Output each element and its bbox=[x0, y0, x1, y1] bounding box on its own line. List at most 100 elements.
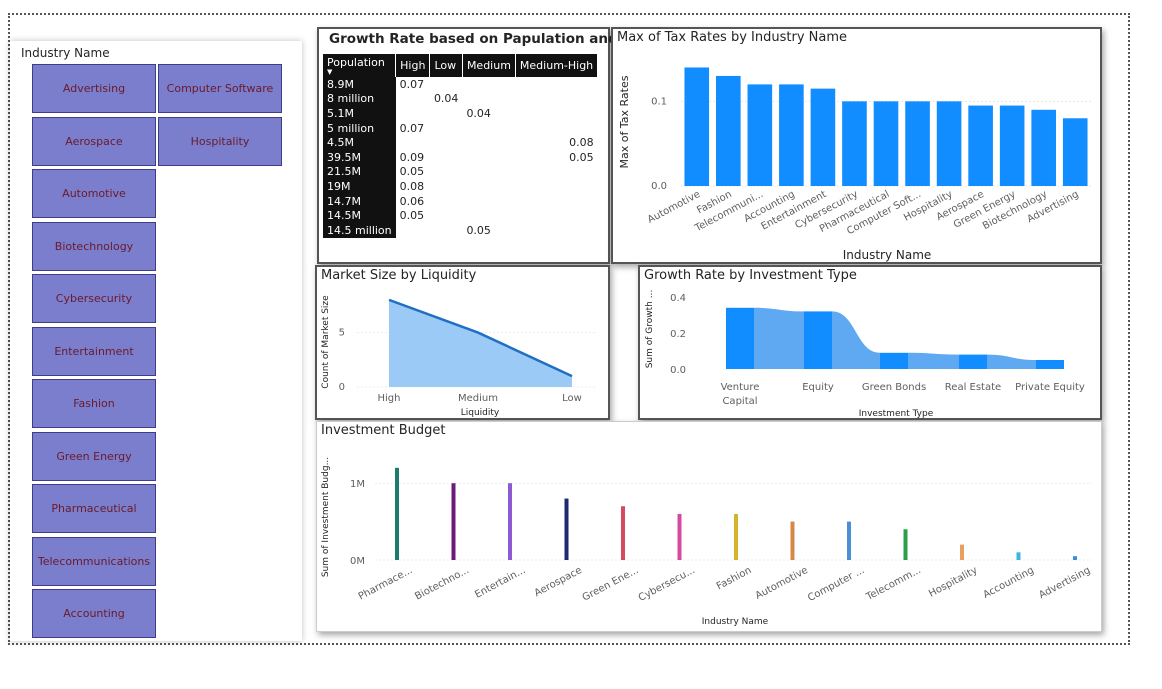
matrix-title: Growth Rate based on Papulation and risk bbox=[329, 31, 651, 47]
y-tick-label: 0.0 bbox=[651, 181, 667, 192]
bar bbox=[790, 521, 795, 560]
slicer-item-telecommunications[interactable]: Telecommunications bbox=[32, 536, 156, 586]
matrix-row: 8 million 0.04 bbox=[323, 91, 598, 107]
matrix-row-header: 39.5M bbox=[323, 149, 396, 165]
x-tick-label: Low bbox=[562, 393, 582, 404]
matrix-cell: 0.07 bbox=[399, 77, 425, 91]
bar bbox=[621, 506, 625, 560]
slicer-item-hospitality[interactable]: Hospitality bbox=[158, 116, 282, 166]
matrix-row-header: 14.7M bbox=[323, 193, 396, 209]
matrix-row-header: 14.5 million bbox=[323, 222, 396, 238]
slicer-item-automotive[interactable]: Automotive bbox=[32, 169, 156, 218]
x-tick-label: Private Equity bbox=[1015, 382, 1085, 393]
slicer-item-biotechnology[interactable]: Biotechnology bbox=[32, 221, 156, 271]
matrix-header-low[interactable]: Low bbox=[429, 54, 463, 77]
tax-chart-plot: 0.00.1AutomotiveFashionTelecommuni...Acc… bbox=[618, 67, 1091, 262]
bar bbox=[1016, 552, 1021, 560]
bar bbox=[1073, 556, 1077, 560]
growth-rate-matrix[interactable]: Growth Rate based on Papulation and risk… bbox=[317, 27, 651, 264]
y-axis-title: Sum of Investment Budg... bbox=[321, 457, 331, 577]
matrix-cell bbox=[515, 179, 597, 194]
matrix-cell bbox=[515, 92, 597, 107]
bar bbox=[1062, 118, 1088, 186]
bar bbox=[905, 101, 930, 186]
x-tick-label: Fashion bbox=[715, 565, 753, 592]
matrix-header-medium-high[interactable]: Medium-High bbox=[515, 54, 599, 77]
y-tick-label: 0M bbox=[350, 556, 365, 567]
matrix-cell bbox=[515, 106, 597, 121]
x-tick-label: Entertain... bbox=[473, 565, 527, 601]
slicer-item-computer-software[interactable]: Computer Software bbox=[158, 64, 282, 113]
bar bbox=[903, 529, 908, 560]
matrix-row: 14.5 million 0.05 bbox=[323, 222, 598, 238]
investment-budget-chart[interactable]: Investment Budget 1M 0M Pharmace... Biotech… bbox=[316, 421, 1102, 632]
x-tick-label: Computer ... bbox=[806, 565, 866, 604]
matrix-cell bbox=[430, 150, 463, 165]
slicer-item-aerospace[interactable]: Aerospace bbox=[32, 116, 156, 166]
y-tick-label: 0.4 bbox=[670, 293, 686, 304]
bar bbox=[999, 105, 1025, 186]
x-tick-label: Pharmace... bbox=[357, 565, 415, 603]
ribbon-connector bbox=[754, 307, 804, 369]
y-axis-title: Count of Market Size bbox=[321, 295, 331, 389]
ribbon-connector bbox=[832, 311, 880, 369]
matrix-cell bbox=[462, 77, 515, 92]
matrix-cell: 0.05 bbox=[569, 150, 594, 164]
matrix-cell bbox=[430, 121, 463, 136]
slicer-item-advertising[interactable]: Advertising bbox=[32, 64, 156, 113]
matrix-row-header: 4.5M bbox=[323, 135, 396, 150]
matrix-cell bbox=[515, 194, 597, 209]
investment-type-chart[interactable]: Growth Rate by Investment Type 0.0 0.2 0.4… bbox=[638, 265, 1102, 420]
x-tick-label: Telecomm... bbox=[864, 565, 923, 603]
x-axis-title: Liquidity bbox=[461, 408, 500, 418]
slicer-title: Industry Name bbox=[21, 46, 110, 60]
matrix-cell bbox=[462, 208, 515, 223]
matrix-cell: 0.05 bbox=[466, 223, 491, 237]
x-tick-label: Green Bonds bbox=[862, 382, 926, 393]
x-tick-label: Venture bbox=[721, 382, 760, 393]
matrix-cell bbox=[430, 77, 463, 92]
market-size-chart[interactable]: Market Size by Liquidity 0 5 High Medium Low… bbox=[315, 265, 610, 420]
x-tick-label: Cybersecu... bbox=[637, 565, 697, 604]
matrix-header-population[interactable]: Population ▼ bbox=[323, 54, 397, 77]
slicer-item-cybersecurity[interactable]: Cybersecurity bbox=[32, 274, 156, 323]
sort-down-icon[interactable]: ▼ bbox=[327, 68, 333, 76]
matrix-cell bbox=[515, 121, 597, 136]
matrix-cell bbox=[462, 92, 515, 107]
matrix-row-header: 19M bbox=[323, 179, 396, 194]
y-tick-label: 5 bbox=[339, 328, 345, 339]
market-chart-plot: 0 5 High Medium Low Liquidity Count of Market … bbox=[321, 295, 597, 418]
bar bbox=[873, 101, 899, 186]
slicer-item-fashion[interactable]: Fashion bbox=[32, 379, 156, 428]
matrix-cell bbox=[430, 223, 463, 238]
matrix-cell bbox=[462, 194, 515, 209]
matrix-cell bbox=[515, 208, 597, 223]
x-axis-title: Investment Type bbox=[859, 409, 934, 418]
matrix-cell bbox=[396, 135, 430, 150]
tax-rates-chart[interactable]: Max of Tax Rates by Industry Name 0.0 0.1… bbox=[611, 27, 1102, 264]
bar bbox=[747, 84, 773, 186]
slicer-item-pharmaceutical[interactable]: Pharmaceutical bbox=[32, 484, 156, 533]
matrix-row-header: 8 million bbox=[323, 91, 396, 107]
matrix-cell bbox=[396, 106, 430, 121]
matrix-row: 5.1M 0.04 bbox=[323, 106, 598, 121]
slicer-item-accounting[interactable]: Accounting bbox=[32, 589, 156, 638]
slicer-item-entertainment[interactable]: Entertainment bbox=[32, 326, 156, 376]
x-axis-title: Industry Name bbox=[702, 617, 769, 627]
matrix-table: Population ▼ High Low Medium Medium-High 8.9M… bbox=[323, 54, 599, 238]
matrix-header-high[interactable]: High bbox=[395, 54, 431, 77]
matrix-header-medium[interactable]: Medium bbox=[462, 54, 516, 77]
slicer-item-green-energy[interactable]: Green Energy bbox=[32, 431, 156, 481]
y-tick-label: 0 bbox=[339, 382, 345, 393]
bar bbox=[847, 521, 851, 560]
matrix-row-header: 8.9M bbox=[323, 77, 396, 92]
matrix-row: 19M 0.08 bbox=[323, 179, 598, 194]
matrix-cell: 0.09 bbox=[399, 150, 425, 164]
matrix-cell bbox=[430, 179, 463, 194]
bar bbox=[960, 544, 964, 560]
matrix-row: 39.5M 0.09 0.05 bbox=[323, 149, 598, 165]
x-tick-label: Accounting bbox=[981, 565, 1035, 601]
matrix-row-header: 21.5M bbox=[323, 164, 396, 180]
bar bbox=[684, 67, 710, 186]
